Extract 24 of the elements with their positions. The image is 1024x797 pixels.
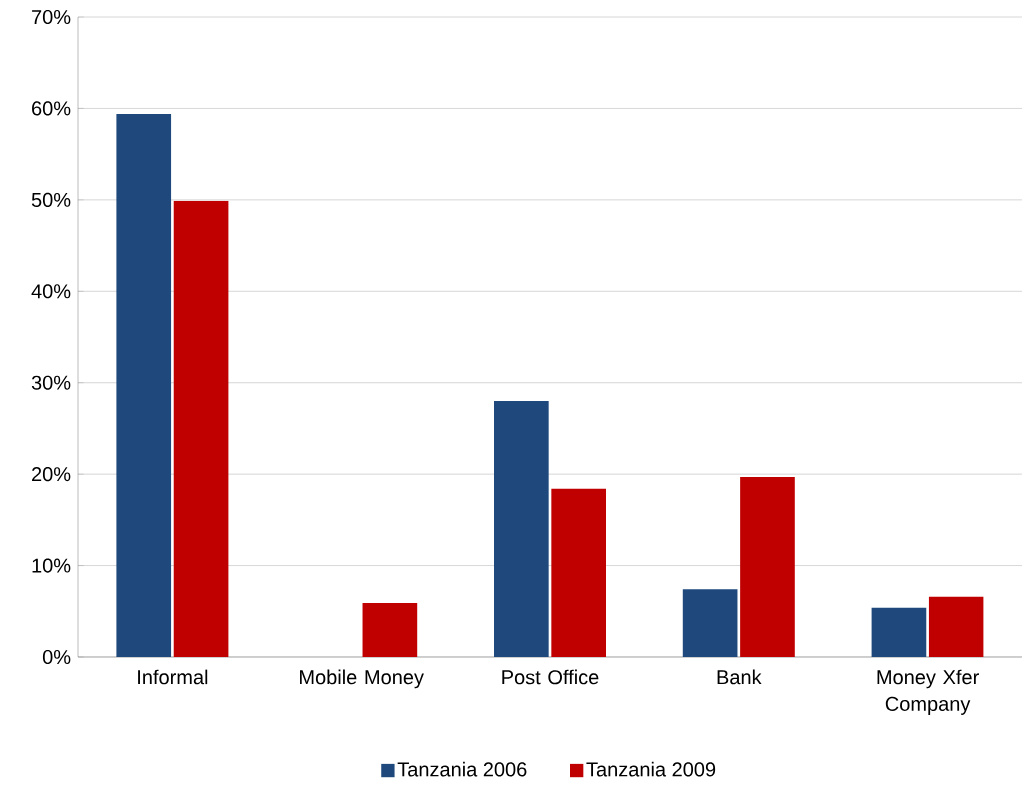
x-tick-label: Bank	[717, 669, 762, 685]
y-tick-label: 0%	[42, 649, 71, 665]
x-tick-label: Money Xfer Company	[877, 669, 979, 715]
y-tick-label: 50%	[31, 192, 71, 207]
x-tick-label: Informal	[138, 669, 208, 685]
bar	[173, 200, 229, 657]
x-tick-label: Post Office	[502, 669, 599, 685]
bar	[740, 476, 795, 657]
bar	[928, 596, 984, 657]
y-tick-label: 30%	[31, 375, 71, 390]
y-tick-label: 70%	[32, 9, 71, 25]
y-tick-label: 40%	[31, 284, 71, 299]
y-tick-label: 60%	[32, 101, 71, 116]
y-tick-label: 20%	[32, 467, 71, 482]
bar	[871, 607, 927, 657]
bar	[551, 488, 606, 657]
bar	[682, 589, 738, 657]
bar	[494, 401, 549, 657]
bar	[116, 113, 172, 657]
y-tick-label: 10%	[32, 558, 71, 573]
legend-label: Tanzania 2009	[586, 761, 716, 777]
legend-label: Tanzania 2006	[397, 761, 527, 777]
bar	[362, 603, 418, 657]
x-tick-label: Mobile Money	[300, 669, 424, 689]
